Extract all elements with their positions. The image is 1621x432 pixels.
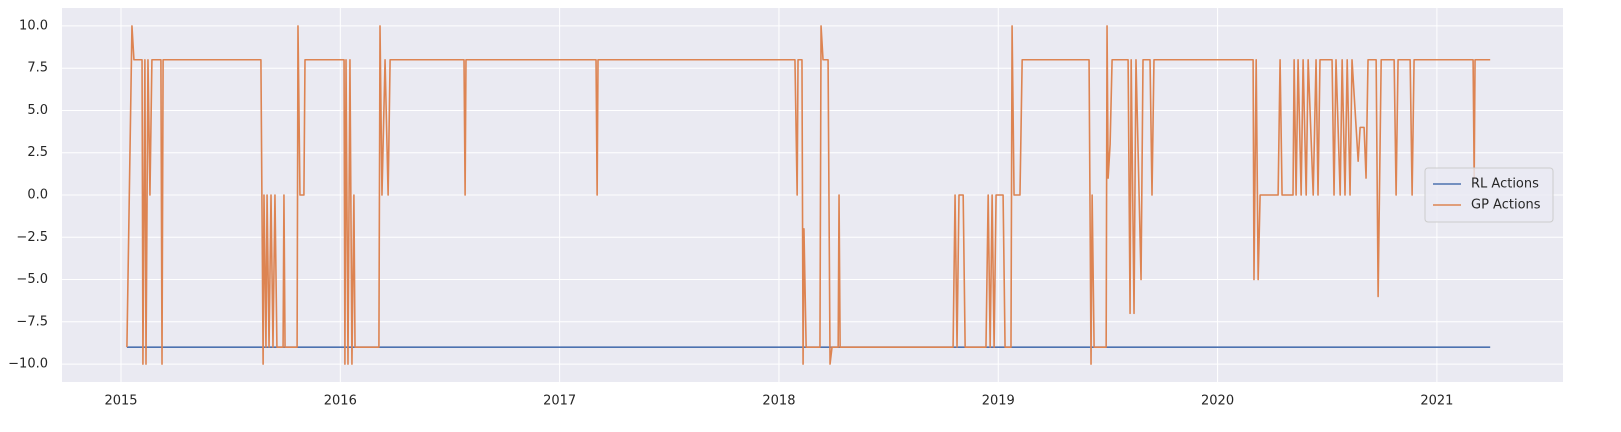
y-tick-label: −7.5 bbox=[16, 314, 48, 329]
y-tick-label: 7.5 bbox=[27, 61, 48, 76]
legend: RL Actions GP Actions bbox=[1424, 167, 1554, 223]
x-tick-label: 2018 bbox=[762, 394, 795, 409]
y-tick-label: 5.0 bbox=[27, 103, 48, 118]
legend-label: GP Actions bbox=[1471, 198, 1541, 213]
y-tick-label: −10.0 bbox=[8, 357, 48, 372]
x-tick-label: 2020 bbox=[1201, 394, 1234, 409]
line bbox=[126, 25, 1491, 365]
y-tick-label: 0.0 bbox=[27, 188, 48, 203]
y-tick-label: 2.5 bbox=[27, 145, 48, 160]
x-tick-label: 2015 bbox=[104, 394, 137, 409]
y-tick-label: −2.5 bbox=[16, 230, 48, 245]
legend-box bbox=[1424, 167, 1554, 223]
x-tick-label: 2016 bbox=[324, 394, 357, 409]
y-tick-label: −5.0 bbox=[16, 272, 48, 287]
legend-label: RL Actions bbox=[1471, 177, 1539, 192]
y-tick-label: 10.0 bbox=[19, 18, 48, 33]
x-tick-label: 2021 bbox=[1420, 394, 1453, 409]
x-tick-label: 2017 bbox=[543, 394, 576, 409]
x-tick-label: 2019 bbox=[982, 394, 1015, 409]
